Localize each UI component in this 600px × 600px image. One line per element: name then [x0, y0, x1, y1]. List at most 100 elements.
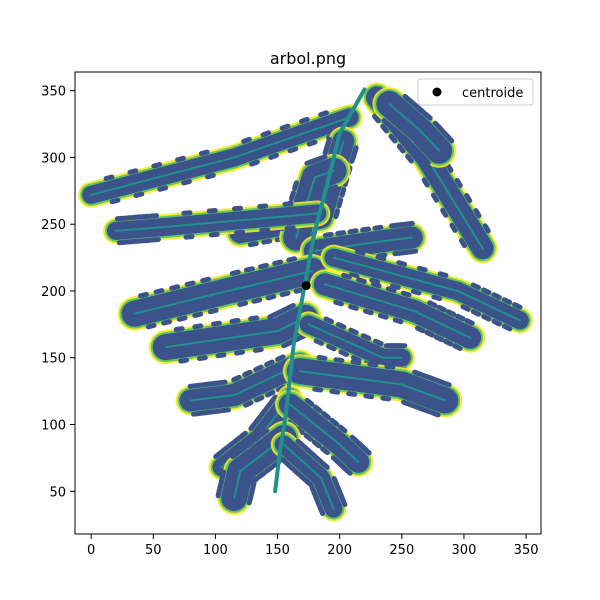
leaflet-tooth	[303, 411, 331, 442]
leaflet-tooth	[244, 266, 263, 304]
y-axis: 50 100 150 200 250 300 350	[41, 85, 75, 500]
leaflet-tooth	[304, 158, 326, 196]
leaflet-tooth	[299, 116, 318, 147]
leaflet-tooth	[229, 269, 249, 308]
leaflet-tooth	[363, 361, 379, 400]
leaflet-tooth	[424, 304, 447, 338]
leaflet-tooth	[231, 374, 254, 408]
leaflet-tooth	[282, 201, 296, 231]
x-tick-label: 350	[514, 543, 539, 558]
leaflet-tooth	[402, 111, 433, 145]
leaflet-tooth	[184, 280, 204, 318]
leaflet-tooth	[312, 355, 328, 393]
leaflet-tooth	[175, 155, 192, 186]
leaflet-tooth	[153, 288, 172, 326]
leaflet-tooth	[295, 404, 323, 435]
leaflet-tooth	[198, 149, 216, 180]
leaflet-tooth	[350, 333, 372, 363]
y-tick-label: 300	[41, 151, 66, 166]
leaflet-tooth	[272, 259, 291, 298]
leaflet-tooth	[343, 446, 372, 476]
leaflet-tooth	[458, 223, 491, 249]
leaflet-tooth	[408, 372, 430, 410]
leaflet-tooth	[415, 374, 438, 413]
leaflet-tooth	[326, 322, 347, 352]
leaflet-vein	[332, 256, 521, 322]
point-centroide	[301, 281, 311, 291]
leaflet-tooth	[138, 291, 157, 330]
leaflet-tooth	[241, 136, 260, 167]
leaflet-vein	[298, 370, 447, 402]
leaflet-tooth	[470, 287, 492, 317]
leaflet-tooth	[322, 144, 357, 164]
leaflet-tooth	[173, 326, 190, 364]
y-tick-label: 150	[41, 352, 66, 367]
leaflet-tooth	[338, 327, 359, 357]
x-tick-label: 250	[389, 543, 414, 558]
leaflet-vein	[233, 436, 285, 499]
leaflet-tooth	[127, 168, 145, 198]
y-tick-label: 50	[49, 485, 66, 500]
leaflet-tooth	[298, 455, 324, 483]
leaflet-tooth	[431, 271, 449, 302]
leaflet-tooth	[257, 203, 271, 233]
leaflet-tooth	[415, 300, 438, 334]
y-tick-label: 250	[41, 218, 66, 233]
leaflet-tooth	[253, 364, 276, 398]
plot-frame	[74, 71, 542, 535]
x-tick-label: 150	[265, 543, 290, 558]
leaflet-tooth	[304, 460, 330, 488]
leaflet-tooth	[491, 297, 513, 327]
leaflet-tooth	[200, 276, 219, 315]
leaflet-tooth	[380, 363, 396, 402]
leaflet-tooth	[114, 215, 128, 246]
leaflet-tooth	[291, 449, 318, 477]
leaflet-tooth	[449, 208, 482, 233]
leaflet-tooth	[267, 311, 292, 349]
y-tick-label: 350	[41, 85, 66, 100]
leaflet-tooth	[481, 292, 502, 322]
leaflet-tooth	[245, 439, 275, 474]
leaflet-tooth	[410, 265, 428, 296]
leaflet-tooth	[348, 249, 366, 279]
leaflet-tooth	[232, 205, 246, 236]
x-tick-label: 50	[145, 543, 162, 558]
leaflet-tooth	[260, 130, 279, 160]
leaflet-tooth	[452, 318, 475, 351]
leaflet-vein	[133, 270, 314, 315]
leaflet-tooth	[285, 444, 312, 472]
leaflet-tooth	[279, 123, 299, 154]
leaflet-tooth	[501, 302, 523, 332]
leaflet-tooth	[151, 162, 169, 192]
chart-title: arbol.png	[270, 49, 346, 68]
leaflet-tooth	[377, 286, 397, 320]
leaflet-tooth	[192, 323, 208, 361]
leaflet-tooth	[317, 496, 348, 517]
leaflet-tooth	[103, 174, 121, 205]
x-tick-label: 100	[203, 543, 228, 558]
leaflet-tooth	[392, 290, 412, 325]
leaflet-tooth	[286, 256, 305, 294]
legend-label: centroide	[462, 86, 523, 101]
leaflet-tooth	[460, 282, 482, 312]
leaflet-tooth	[329, 357, 345, 395]
legend-marker-centroide	[432, 87, 442, 97]
leaflet-tooth	[430, 380, 452, 418]
x-tick-label: 200	[327, 543, 352, 558]
leaflet-tooth	[421, 162, 454, 188]
leaflet-vein	[282, 443, 335, 510]
leaflet-vein	[189, 363, 301, 402]
leaflet-tooth	[258, 262, 277, 301]
leaflet-tooth	[311, 417, 340, 449]
leaflet-tooth	[279, 438, 305, 466]
leaflet-tooth	[320, 424, 348, 456]
data-marks	[301, 281, 311, 291]
leaflet-tooth	[390, 260, 407, 290]
leaf-image	[78, 82, 533, 522]
x-axis: 0 50 100 150 200 250 300 350	[87, 534, 539, 558]
leaflet-tooth	[369, 254, 387, 285]
leaflet-tooth	[348, 277, 367, 311]
leaflet-tooth	[248, 315, 264, 353]
leaflet-tooth	[313, 316, 334, 346]
